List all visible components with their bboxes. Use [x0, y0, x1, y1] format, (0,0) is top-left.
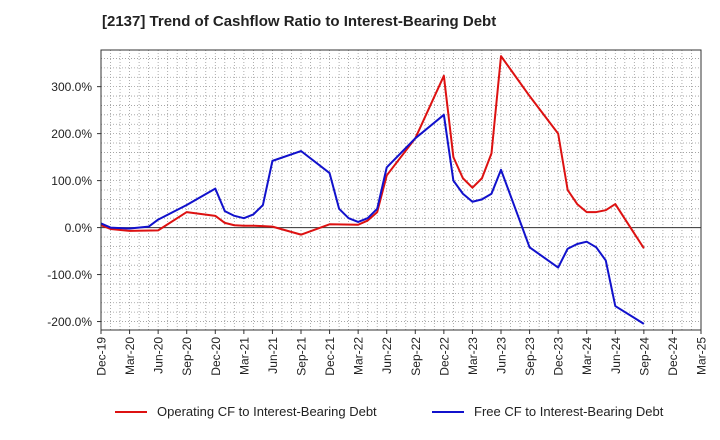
x-tick-label: Mar-24 [580, 337, 594, 375]
x-tick-label: Mar-20 [123, 337, 137, 375]
x-tick-label: Mar-21 [237, 337, 251, 375]
legend-swatch-operating-cf [115, 410, 147, 413]
x-tick-label: Mar-22 [352, 337, 366, 375]
x-tick-label: Jun-20 [152, 337, 166, 374]
x-tick-label: Dec-19 [95, 337, 109, 376]
legend-label-free-cf: Free CF to Interest-Bearing Debt [474, 404, 664, 419]
plot-frame [100, 49, 702, 331]
x-tick-label: Jun-24 [609, 337, 623, 374]
x-tick-label: Dec-21 [323, 337, 337, 376]
y-tick-label: -100.0% [47, 268, 92, 282]
y-tick-label: -200.0% [47, 315, 92, 329]
series-line-free-cf [100, 113, 645, 325]
y-axis-ticks: 300.0% 200.0% 100.0% 0.0% -100.0% -200.0% [47, 80, 101, 329]
legend-item-operating-cf: Operating CF to Interest-Bearing Debt [115, 404, 377, 419]
x-tick-label: Mar-25 [695, 337, 709, 375]
x-tick-label: Sep-21 [295, 337, 309, 376]
chart-title: [2137] Trend of Cashflow Ratio to Intere… [102, 13, 497, 30]
plot-border [100, 49, 702, 331]
x-tick-label: Dec-24 [666, 337, 680, 376]
legend-swatch-free-cf [432, 410, 464, 413]
x-tick-label: Sep-24 [637, 337, 651, 376]
x-tick-label: Sep-23 [523, 337, 537, 376]
series-line-operating-cf [100, 55, 645, 249]
x-tick-label: Dec-20 [209, 337, 223, 376]
y-tick-label: 200.0% [51, 127, 92, 141]
legend-item-free-cf: Free CF to Interest-Bearing Debt [432, 404, 663, 419]
x-tick-label: Sep-20 [180, 337, 194, 376]
x-tick-label: Sep-22 [409, 337, 423, 376]
legend-label-operating-cf: Operating CF to Interest-Bearing Debt [157, 404, 377, 419]
x-tick-label: Jun-23 [495, 337, 509, 374]
legend: Operating CF to Interest-Bearing Debt Fr… [0, 404, 720, 426]
x-tick-label: Jun-22 [380, 337, 394, 374]
series-layer [100, 55, 645, 325]
x-tick-label: Jun-21 [266, 337, 280, 374]
y-tick-label: 100.0% [51, 174, 92, 188]
x-tick-label: Mar-23 [466, 337, 480, 375]
x-axis-ticks: Dec-19 Mar-20 Jun-20 Sep-20 Dec-20 Mar-21 Jun-… [95, 330, 709, 376]
x-tick-label: Dec-23 [552, 337, 566, 376]
x-tick-label: Dec-22 [437, 337, 451, 376]
line-chart: 300.0% 200.0% 100.0% 0.0% -100.0% -200.0% Dec… [47, 49, 709, 376]
y-tick-label: 300.0% [51, 80, 92, 94]
y-tick-label: 0.0% [65, 221, 93, 235]
